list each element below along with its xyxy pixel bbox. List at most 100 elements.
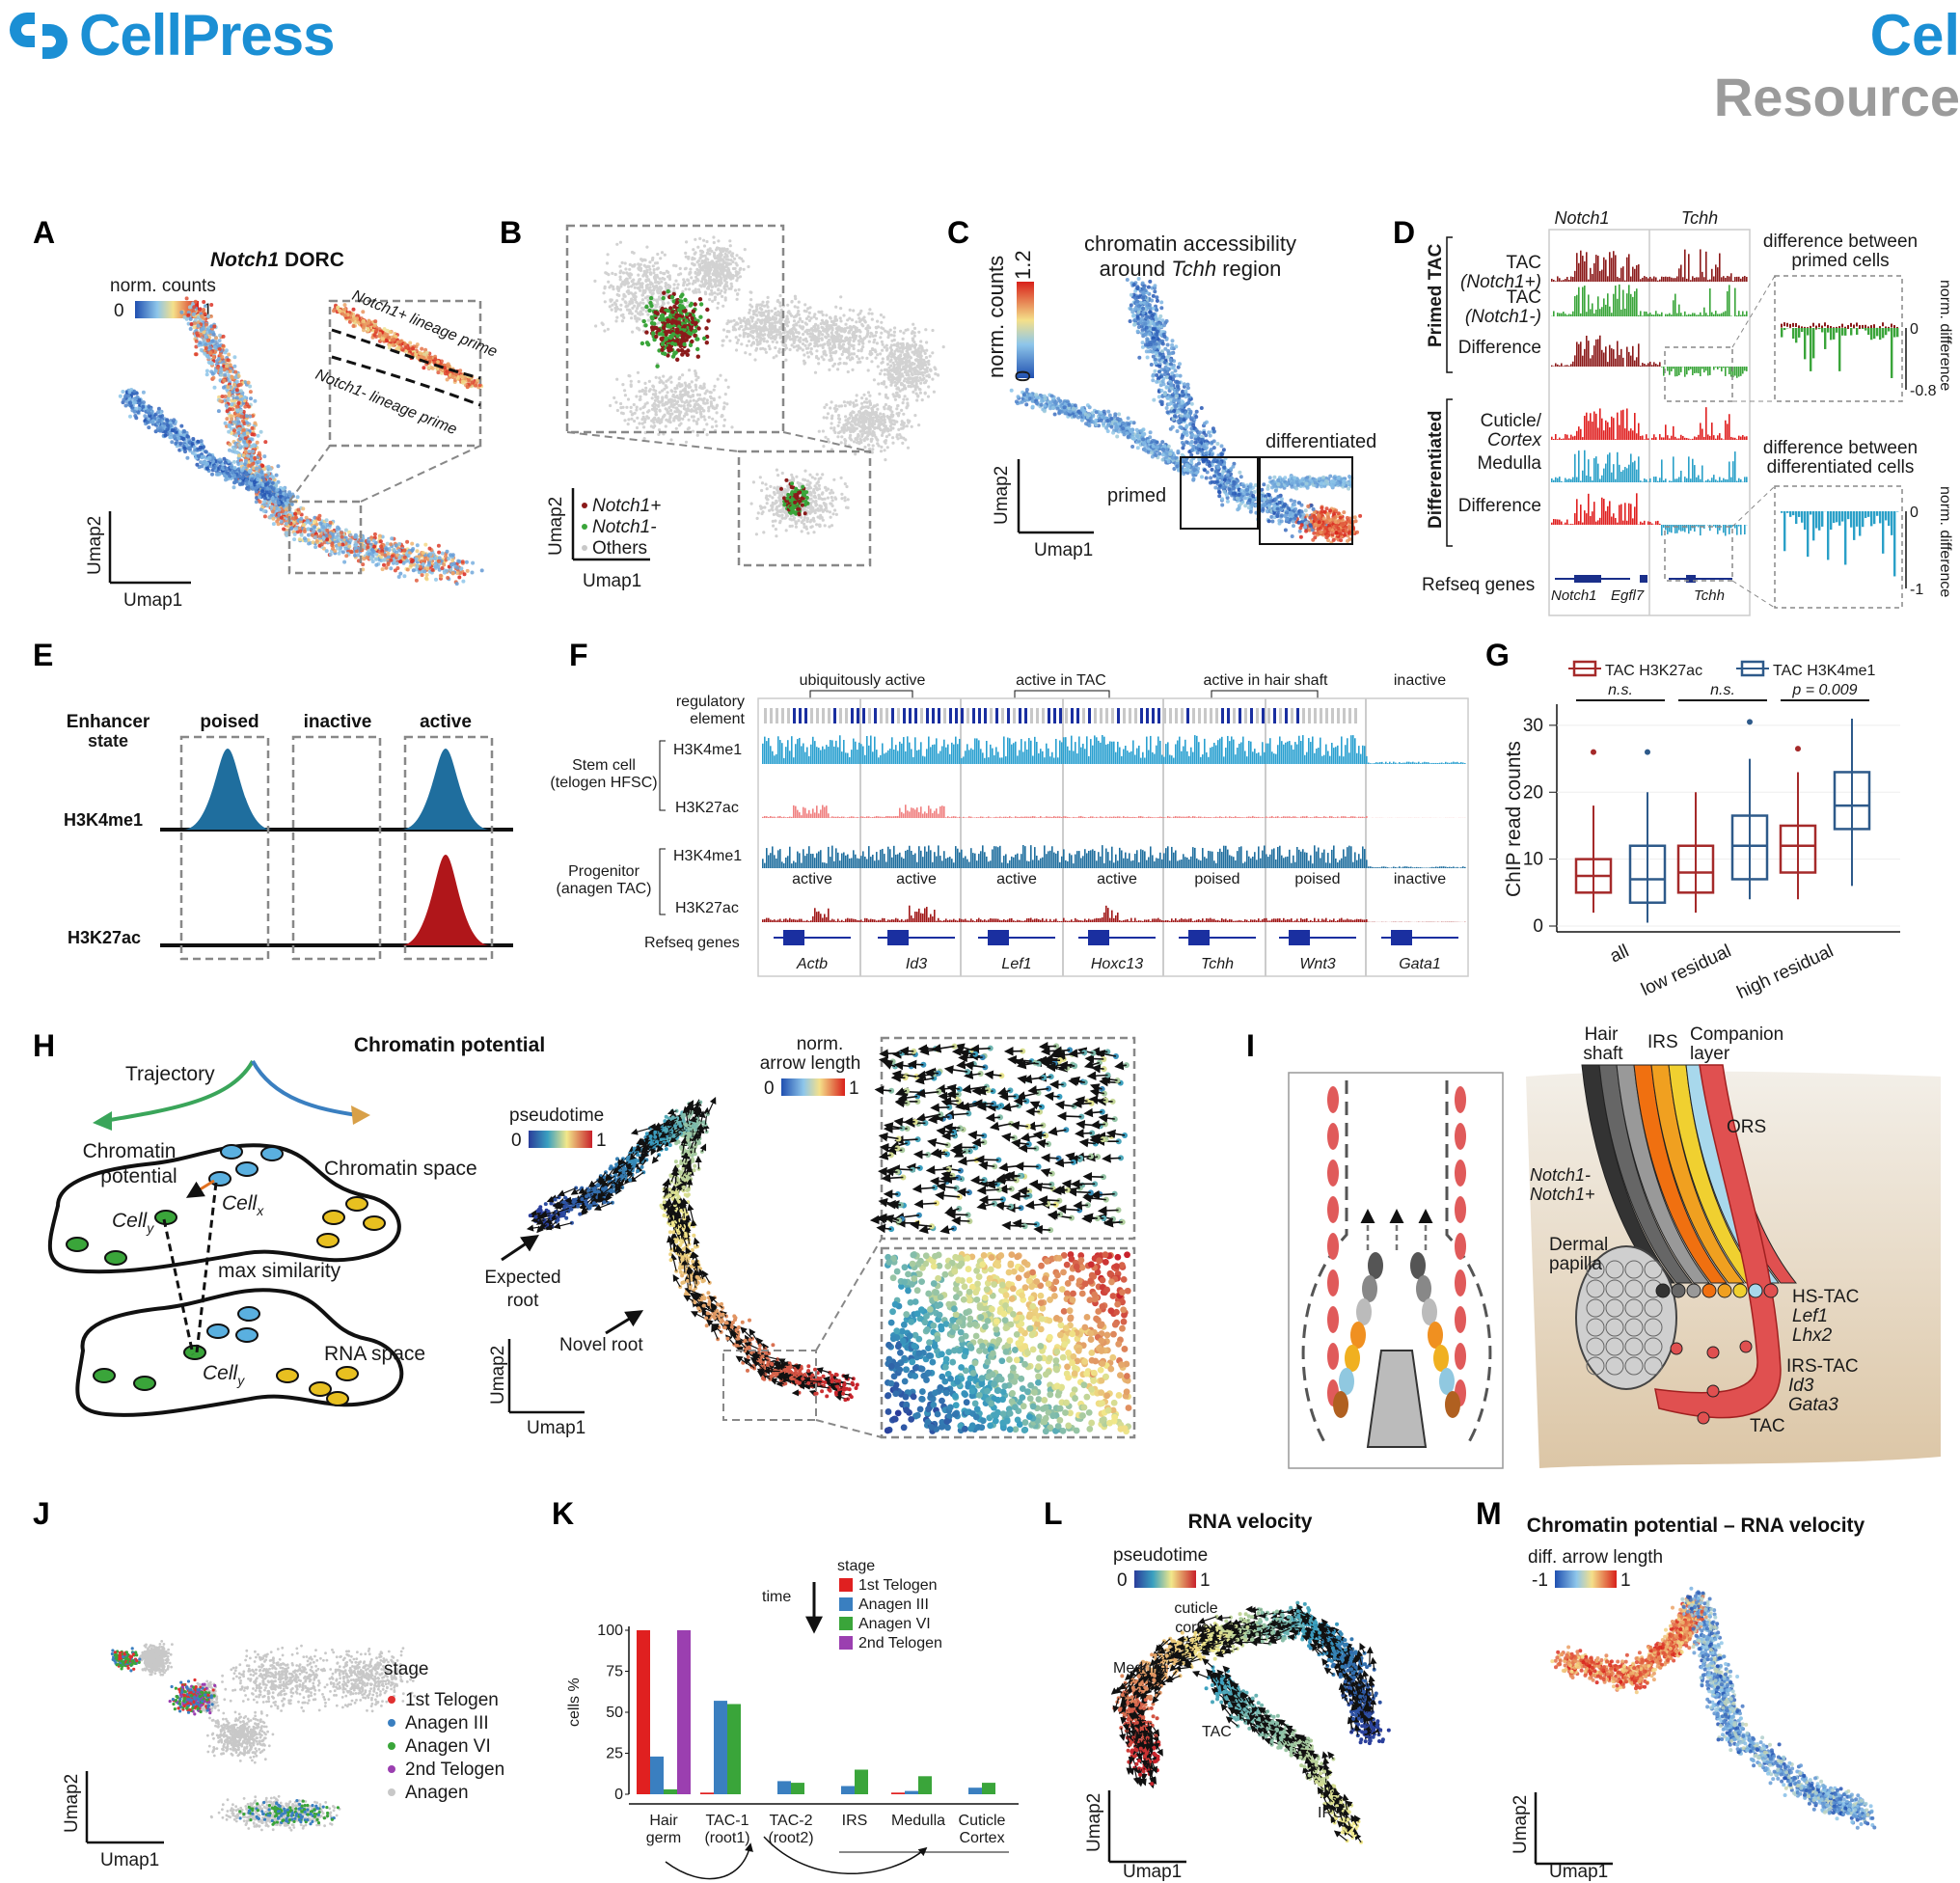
umap-cell	[150, 420, 154, 423]
umap-cell	[721, 305, 724, 308]
umap-cell	[735, 261, 738, 264]
umap-cell	[672, 287, 675, 290]
umap-cell	[725, 284, 728, 287]
umap-cell	[257, 434, 260, 438]
umap-cell	[296, 495, 300, 499]
umap-cell	[634, 291, 637, 294]
umap-cell	[794, 339, 797, 341]
umap-cell	[461, 559, 465, 563]
umap-cell	[621, 319, 624, 322]
umap-cell	[631, 301, 634, 304]
umap-cell	[752, 310, 755, 313]
umap-cell	[337, 532, 340, 535]
umap-cell	[636, 316, 639, 319]
umap-cell	[781, 343, 784, 346]
umap-cell	[313, 545, 317, 549]
umap-cell	[663, 302, 666, 305]
umap-cell	[262, 493, 266, 497]
umap-cell	[294, 527, 298, 531]
umap-cell	[278, 508, 282, 512]
umap-cell	[164, 434, 168, 438]
umap-cell	[303, 536, 307, 540]
umap-cell	[712, 273, 715, 276]
umap-cell	[749, 290, 752, 293]
umap-cell	[425, 566, 429, 570]
umap-cell	[397, 345, 401, 349]
umap-cell	[353, 535, 357, 539]
umap-cell	[447, 362, 450, 366]
umap-cell	[244, 459, 248, 463]
umap-cell	[700, 280, 703, 283]
umap-cell	[739, 275, 742, 278]
umap-cell	[227, 358, 231, 362]
umap-cell	[711, 300, 714, 303]
umap-cell	[301, 506, 305, 510]
umap-cell	[645, 246, 648, 249]
umap-cell	[458, 368, 462, 372]
umap-cell	[776, 334, 778, 337]
umap-cell	[389, 559, 393, 562]
umap-cell	[240, 415, 244, 419]
umap-cell	[608, 286, 611, 288]
umap-cell	[755, 308, 758, 311]
panel-a-inset-bottom: Notch1- lineage prime	[313, 367, 460, 438]
umap-cell	[827, 343, 830, 346]
umap-cell	[179, 311, 183, 314]
umap-cell	[298, 530, 302, 533]
umap-cell	[688, 287, 691, 290]
umap-cell	[706, 266, 709, 269]
umap-cell	[813, 325, 816, 328]
umap-cell	[245, 414, 249, 418]
umap-cell	[450, 375, 454, 379]
umap-cell	[593, 280, 596, 283]
umap-cell	[466, 385, 470, 389]
umap-cell	[868, 326, 871, 329]
umap-cell	[373, 319, 377, 323]
umap-cell	[147, 425, 150, 429]
umap-cell	[142, 391, 146, 395]
umap-cell	[776, 341, 778, 343]
umap-cell	[249, 396, 253, 400]
umap-cell	[224, 461, 228, 465]
umap-cell	[624, 300, 627, 303]
umap-cell	[178, 442, 182, 446]
umap-cell	[822, 346, 825, 349]
umap-cell	[437, 551, 441, 555]
umap-cell	[724, 298, 727, 301]
umap-cell	[165, 427, 169, 431]
umap-cell	[868, 308, 871, 311]
umap-cell	[739, 334, 742, 337]
umap-cell	[313, 535, 317, 539]
umap-cell	[636, 327, 639, 330]
umap-cell	[797, 320, 800, 323]
umap-cell	[811, 334, 814, 337]
umap-cell	[218, 334, 222, 338]
umap-cell	[335, 539, 339, 543]
umap-cell	[615, 316, 618, 319]
umap-cell	[615, 243, 618, 246]
umap-cell	[759, 327, 762, 330]
umap-cell	[644, 279, 647, 282]
umap-cell	[688, 273, 691, 276]
umap-cell	[625, 271, 628, 274]
umap-cell	[811, 329, 814, 332]
umap-cell	[374, 328, 378, 332]
umap-cell	[422, 366, 425, 369]
umap-cell	[228, 407, 231, 411]
panel-label-j: J	[33, 1496, 50, 1531]
umap-cell	[876, 341, 879, 344]
umap-cell	[306, 528, 310, 532]
umap-cell	[704, 255, 707, 258]
umap-cell	[213, 386, 217, 390]
umap-cell	[240, 476, 244, 479]
umap-cell	[331, 532, 335, 536]
umap-cell	[465, 560, 469, 564]
umap-cell	[233, 370, 237, 374]
umap-cell	[336, 526, 340, 530]
umap-cell	[280, 520, 284, 524]
umap-cell	[699, 250, 702, 253]
umap-cell	[307, 542, 311, 546]
umap-cell	[398, 572, 402, 576]
umap-cell	[778, 294, 781, 297]
umap-cell	[262, 509, 266, 513]
